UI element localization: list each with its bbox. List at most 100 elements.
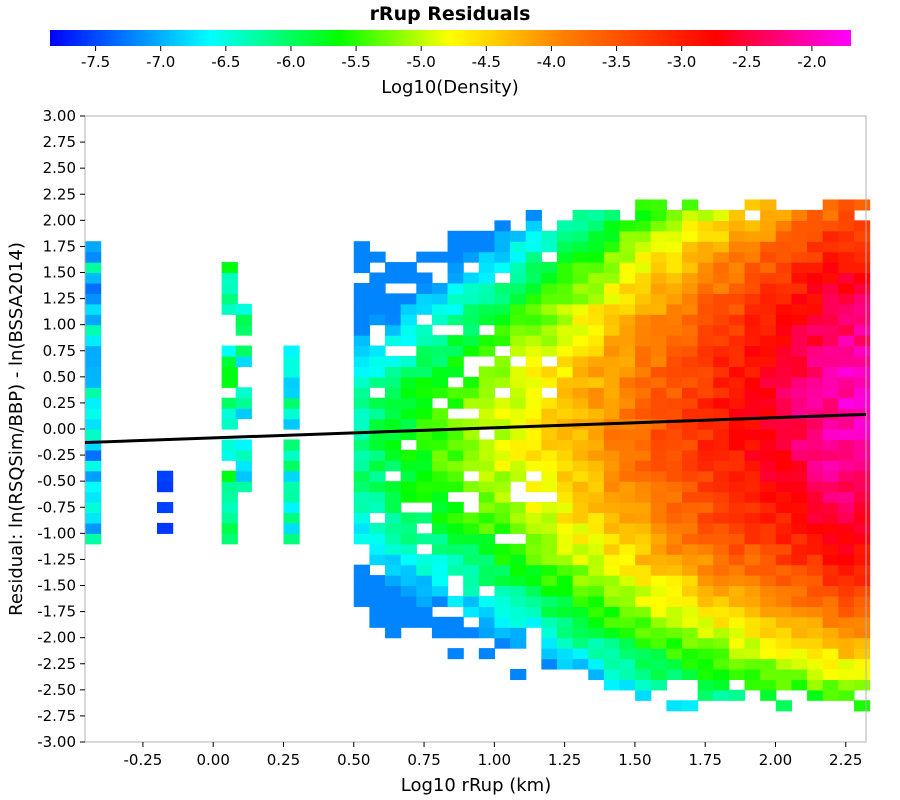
density-cell (431, 585, 449, 597)
density-cell (478, 606, 496, 618)
density-cell (760, 418, 777, 430)
density-cell (541, 554, 558, 566)
density-cell (822, 449, 839, 461)
density-cell (775, 575, 793, 587)
density-cell (838, 439, 855, 451)
density-cell (283, 533, 300, 545)
density-cell (791, 502, 808, 514)
density-cell (431, 512, 449, 524)
density-cell (463, 606, 480, 618)
density-cell (572, 262, 589, 274)
density-cell (822, 241, 839, 253)
density-cell (385, 314, 402, 326)
density-cell (713, 251, 730, 263)
density-cell (635, 460, 652, 472)
density-cell (682, 502, 699, 514)
density-cell (463, 575, 480, 587)
density-cell (713, 241, 730, 253)
density-cell (760, 314, 777, 326)
density-cell (556, 293, 574, 305)
density-cell (85, 314, 102, 326)
density-cell (760, 481, 777, 493)
colorbar-tick-label: -2.0 (797, 53, 826, 71)
density-cell (541, 282, 558, 294)
density-cell (603, 679, 621, 691)
density-cell (478, 314, 496, 326)
density-cell (807, 689, 824, 701)
density-cell (494, 241, 511, 253)
density-cell (682, 700, 699, 712)
density-cell (760, 408, 777, 420)
colorbar-tick-label: -2.5 (732, 53, 761, 71)
density-cell (85, 512, 102, 524)
density-cell (744, 460, 761, 472)
density-cell (541, 658, 558, 670)
density-cell (525, 230, 542, 242)
density-cell (353, 564, 370, 576)
density-cell (807, 220, 824, 232)
density-cell (791, 293, 808, 305)
y-tick-label: 0.25 (43, 394, 76, 412)
density-cell (385, 502, 402, 514)
density-cell (494, 564, 511, 576)
density-cell (775, 220, 793, 232)
density-cell (713, 502, 730, 514)
density-cell (682, 481, 699, 493)
density-cell (807, 606, 824, 618)
density-cell (760, 230, 777, 242)
density-cell (478, 460, 496, 472)
density-cell (635, 449, 652, 461)
density-cell (744, 491, 761, 503)
density-cell (85, 282, 102, 294)
density-cell (838, 460, 855, 472)
density-cell (760, 220, 777, 232)
density-cell (588, 648, 605, 660)
density-cell (603, 241, 621, 253)
density-cell (572, 658, 589, 670)
density-cell (760, 648, 777, 660)
density-cell (572, 543, 589, 555)
density-cell (682, 460, 699, 472)
density-cell (635, 199, 652, 211)
density-cell (572, 575, 589, 587)
density-cell (775, 230, 793, 242)
density-cell (447, 533, 464, 545)
density-cell (822, 314, 839, 326)
density-cell (775, 355, 793, 367)
density-cell (713, 564, 730, 576)
density-cell (541, 418, 558, 430)
density-cell (666, 251, 683, 263)
density-cell (85, 429, 102, 441)
density-cell (838, 637, 855, 649)
density-cell (650, 199, 667, 211)
density-cell (494, 512, 511, 524)
density-cell (666, 502, 683, 514)
density-cell (603, 491, 621, 503)
density-cell (822, 293, 839, 305)
density-cell (650, 272, 667, 284)
density-cell (572, 564, 589, 576)
density-cell (635, 543, 652, 555)
density-cell (635, 491, 652, 503)
density-cell (775, 241, 793, 253)
density-cell (760, 658, 777, 670)
density-cell (853, 449, 871, 461)
density-cell (853, 376, 871, 388)
density-cell (510, 512, 527, 524)
density-cell (510, 324, 527, 336)
density-cell (556, 366, 574, 378)
density-cell (650, 355, 667, 367)
density-cell (822, 585, 839, 597)
density-cell (666, 335, 683, 347)
density-cell (650, 387, 667, 399)
density-cell (494, 251, 511, 263)
density-cell (369, 282, 386, 294)
density-cell (556, 554, 574, 566)
density-cell (807, 595, 824, 607)
density-cell (603, 345, 621, 357)
density-cell (697, 637, 714, 649)
density-cell (556, 314, 574, 326)
density-cell (635, 262, 652, 274)
density-cell (603, 606, 621, 618)
density-cell (838, 199, 855, 211)
